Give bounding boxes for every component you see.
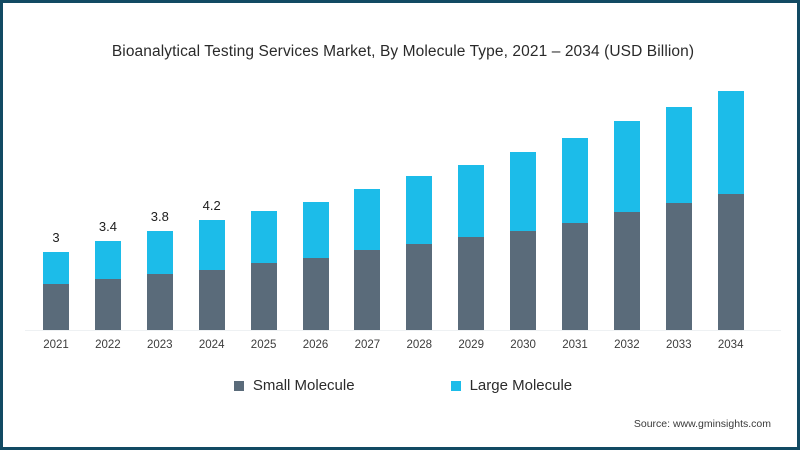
- x-axis-tick-label: 2023: [147, 339, 173, 351]
- bar-segment-large-molecule[interactable]: [43, 251, 69, 285]
- bar-group[interactable]: 3.8: [146, 209, 173, 330]
- chart-legend: Small Molecule Large Molecule: [3, 377, 800, 394]
- x-axis-tick-label: 2024: [198, 339, 225, 351]
- bar-segment-large-molecule[interactable]: [562, 138, 588, 223]
- bar-group[interactable]: [665, 106, 692, 330]
- bar-group[interactable]: 4.2: [198, 198, 225, 330]
- bar-segment-large-molecule[interactable]: [354, 188, 381, 251]
- bar-group[interactable]: [613, 121, 640, 330]
- bar-group[interactable]: [510, 152, 537, 330]
- bar-segment-small-molecule[interactable]: [406, 243, 433, 330]
- bar-segment-large-molecule[interactable]: [510, 152, 537, 231]
- bar-segment-small-molecule[interactable]: [146, 273, 173, 330]
- bar-segment-large-molecule[interactable]: [94, 241, 121, 280]
- bar-group[interactable]: [562, 138, 588, 330]
- bar-segment-large-molecule[interactable]: [146, 230, 173, 274]
- x-axis-tick-label: 2025: [250, 339, 277, 351]
- bar-segment-small-molecule[interactable]: [250, 263, 277, 330]
- bar-segment-large-molecule[interactable]: [250, 211, 277, 264]
- bar-group[interactable]: 3.4: [94, 219, 121, 330]
- bar-segment-small-molecule[interactable]: [613, 212, 640, 330]
- bar-group[interactable]: 3: [43, 230, 69, 330]
- x-axis-tick-label: 2030: [510, 339, 536, 351]
- x-axis-tick-label: 2022: [95, 339, 121, 351]
- bar-segment-small-molecule[interactable]: [198, 269, 225, 330]
- bar-segment-large-molecule[interactable]: [717, 91, 744, 195]
- x-axis-baseline: [25, 330, 781, 331]
- legend-item-large-molecule[interactable]: Large Molecule: [450, 377, 573, 394]
- bar-segment-large-molecule[interactable]: [665, 106, 692, 204]
- bar-value-label: 3.8: [150, 208, 169, 224]
- chart-title: Bioanalytical Testing Services Market, B…: [111, 43, 695, 60]
- legend-label-large-molecule: Large Molecule: [469, 377, 573, 394]
- bar-segment-large-molecule[interactable]: [406, 175, 433, 244]
- source-attribution: Source: www.gminsights.com: [633, 418, 771, 430]
- bar-segment-large-molecule[interactable]: [302, 202, 329, 259]
- x-axis-tick-label: 2026: [302, 339, 329, 351]
- bar-segment-large-molecule[interactable]: [613, 121, 640, 213]
- bar-segment-small-molecule[interactable]: [665, 203, 692, 330]
- bar-group[interactable]: [458, 165, 485, 330]
- plot-area: 3 2021 3.4 2022 3.8 2023 4.2 2024 2025 2026 2027 20…: [3, 3, 800, 453]
- bar-segment-small-molecule[interactable]: [458, 237, 485, 330]
- x-axis-tick-label: 2021: [43, 339, 69, 351]
- bar-segment-large-molecule[interactable]: [198, 220, 225, 270]
- bar-segment-small-molecule[interactable]: [354, 250, 381, 330]
- legend-item-small-molecule[interactable]: Small Molecule: [233, 377, 355, 394]
- bar-segment-small-molecule[interactable]: [717, 194, 744, 330]
- bar-segment-small-molecule[interactable]: [43, 284, 69, 330]
- x-axis-tick-label: 2034: [717, 339, 744, 351]
- x-axis-tick-label: 2028: [406, 339, 433, 351]
- bar-group[interactable]: [302, 202, 329, 330]
- bar-segment-small-molecule[interactable]: [510, 230, 537, 330]
- bar-value-label: 4.2: [202, 198, 221, 214]
- legend-label-small-molecule: Small Molecule: [252, 377, 355, 394]
- legend-swatch-icon-small-molecule: [233, 380, 244, 391]
- x-axis-tick-label: 2033: [666, 339, 692, 351]
- legend-swatch-icon-large-molecule: [450, 380, 461, 391]
- x-axis-tick-label: 2032: [614, 339, 640, 351]
- x-axis-tick-label: 2029: [458, 339, 484, 351]
- bar-group[interactable]: [406, 175, 433, 330]
- bar-group[interactable]: [250, 211, 277, 330]
- bar-segment-small-molecule[interactable]: [302, 258, 329, 330]
- bar-value-label: 3: [52, 229, 60, 245]
- bar-segment-small-molecule[interactable]: [562, 222, 588, 330]
- bar-group[interactable]: [717, 91, 744, 330]
- bar-segment-large-molecule[interactable]: [458, 165, 485, 238]
- bar-group[interactable]: [354, 188, 381, 330]
- bar-value-label: 3.4: [98, 219, 117, 235]
- bar-segment-small-molecule[interactable]: [94, 279, 121, 330]
- x-axis-tick-label: 2031: [562, 339, 588, 351]
- x-axis-tick-label: 2027: [354, 339, 381, 351]
